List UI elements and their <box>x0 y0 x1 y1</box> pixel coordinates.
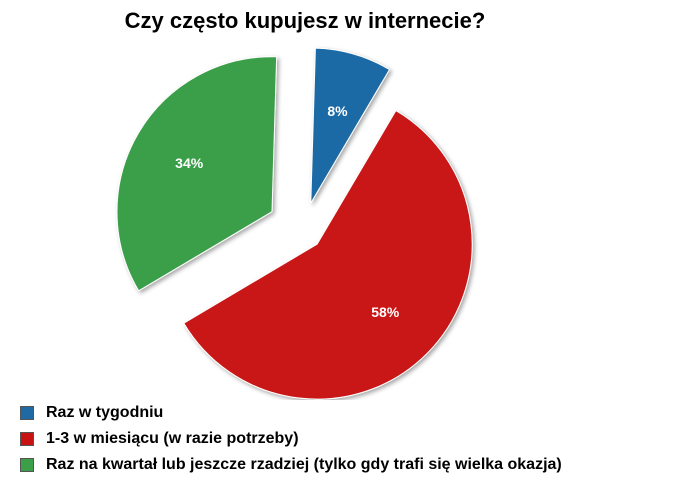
pie-chart: 8% 58% 34% <box>116 47 473 400</box>
legend-swatch-2 <box>20 432 34 446</box>
pie-slice-2 <box>183 109 473 400</box>
legend-item-3: Raz na kwartał lub jeszcze rzadziej (tyl… <box>20 452 562 478</box>
legend-item-2: 1-3 w miesiącu (w razie potrzeby) <box>20 426 562 452</box>
pie-slice-3 <box>116 56 278 292</box>
legend-swatch-1 <box>20 406 34 420</box>
legend: Raz w tygodniu 1-3 w miesiącu (w razie po… <box>20 400 562 478</box>
legend-label-1: Raz w tygodniu <box>46 404 164 421</box>
legend-label-3: Raz na kwartał lub jeszcze rzadziej (tyl… <box>46 456 562 473</box>
legend-item-1: Raz w tygodniu <box>20 400 562 426</box>
chart-title: Czy często kupujesz w internecie? <box>124 8 486 33</box>
slice-value-label-1: 8% <box>327 103 348 119</box>
pie-slice-1 <box>310 47 391 204</box>
slice-value-label-3: 34% <box>175 155 204 171</box>
legend-swatch-3 <box>20 458 34 472</box>
legend-label-2: 1-3 w miesiącu (w razie potrzeby) <box>46 430 299 447</box>
slice-value-label-2: 58% <box>371 304 400 320</box>
